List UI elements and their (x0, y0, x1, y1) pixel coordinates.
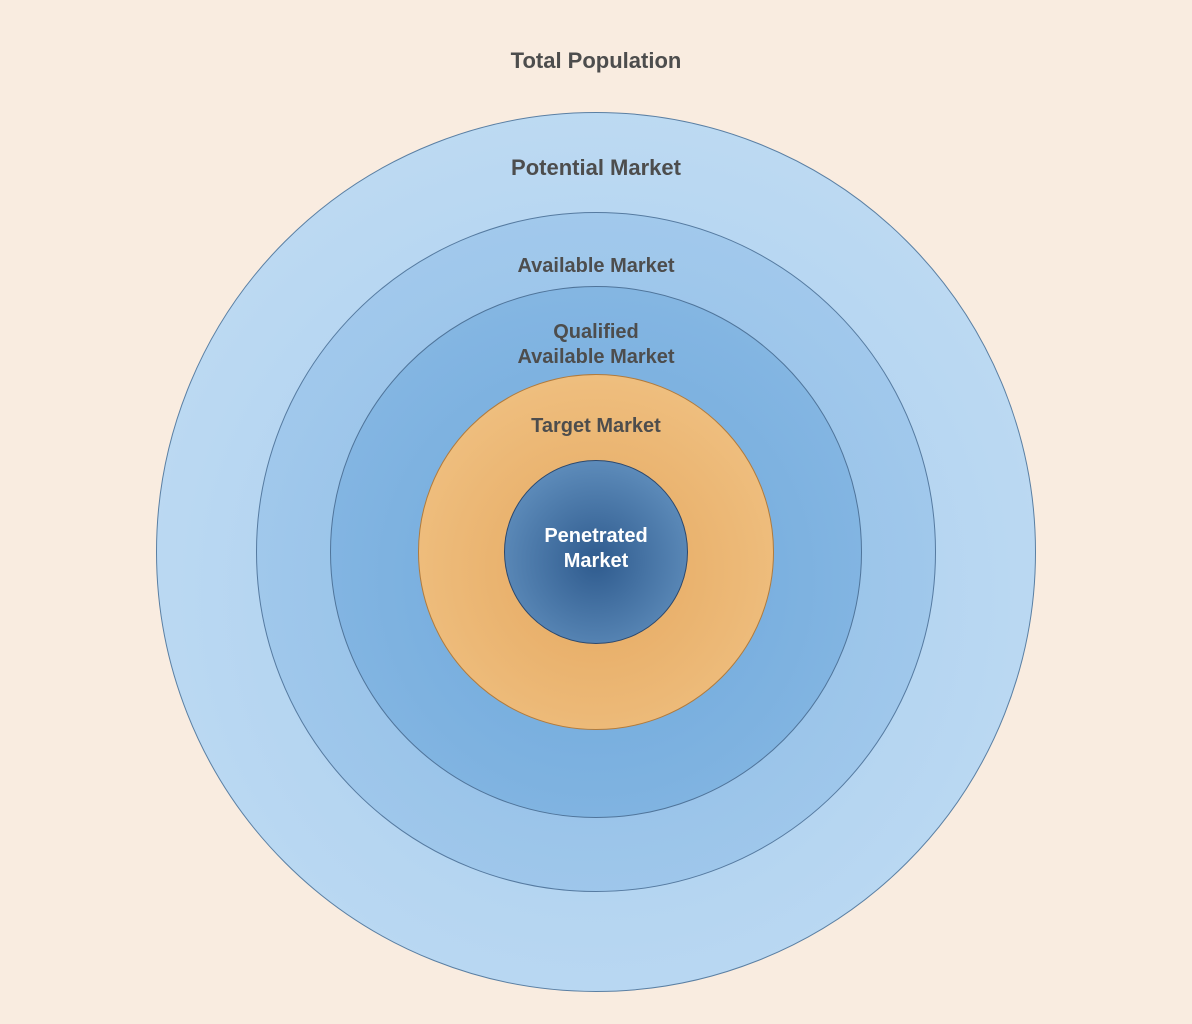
diagram-title: Total Population (346, 48, 846, 74)
label-potential-market: Potential Market (396, 154, 796, 182)
label-target-market: Target Market (396, 414, 796, 439)
label-available-market: Available Market (396, 254, 796, 279)
label-qualified-available-market: Qualified Available Market (396, 320, 796, 370)
label-penetrated-market: Penetrated Market (396, 524, 796, 574)
diagram-canvas: Total Population Potential Market Availa… (0, 0, 1192, 1024)
